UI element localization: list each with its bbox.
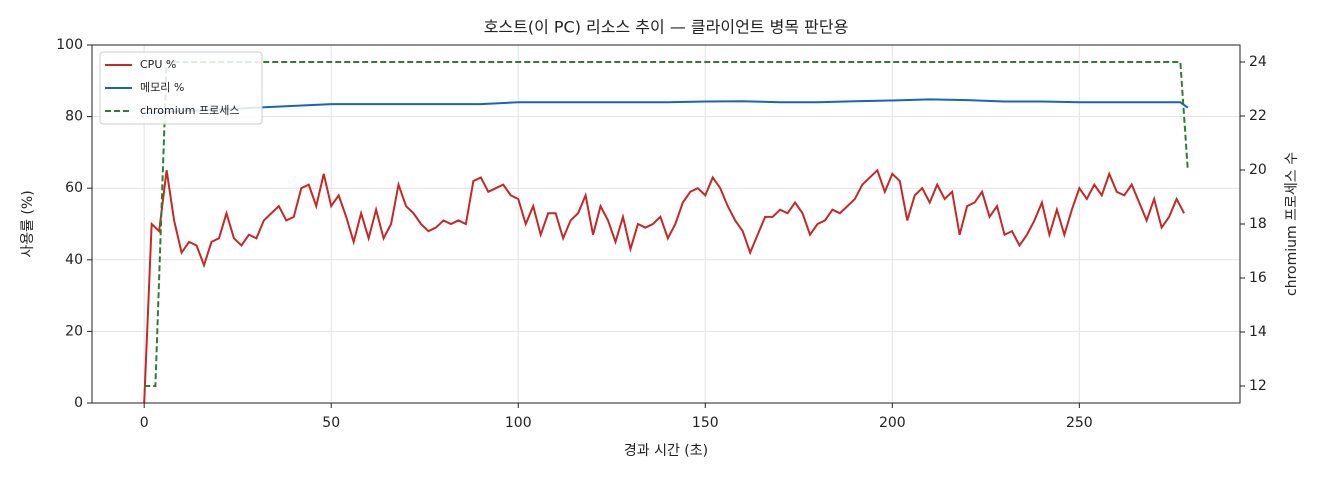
y-tick-label: 0	[74, 395, 83, 411]
x-tick-label: 100	[505, 415, 532, 431]
legend-label: CPU %	[140, 58, 176, 71]
series-line	[144, 98, 1189, 115]
y2-tick-label: 16	[1249, 270, 1267, 286]
y-tick-label: 80	[65, 109, 83, 125]
chart-title: 호스트(이 PC) 리소스 추이 — 클라이언트 병목 판단용	[484, 18, 849, 37]
y-axis-label: 사용률 (%)	[20, 190, 36, 257]
series-line	[144, 61, 1189, 387]
y2-tick-label: 14	[1249, 324, 1267, 340]
y-tick-label: 100	[56, 37, 83, 53]
y2-tick-label: 22	[1249, 108, 1267, 124]
y2-tick-label: 12	[1249, 378, 1267, 394]
legend-label: 메모리 %	[140, 81, 184, 94]
y2-axis-label: chromium 프로세스 수	[1284, 152, 1300, 296]
series-line	[143, 168, 1185, 404]
y-tick-label: 20	[65, 323, 83, 339]
legend-label: chromium 프로세스	[140, 104, 239, 117]
y2-tick-label: 20	[1249, 162, 1267, 178]
x-tick-label: 150	[692, 415, 719, 431]
x-tick-label: 200	[879, 415, 906, 431]
x-tick-label: 50	[322, 415, 340, 431]
plot-frame	[91, 44, 1241, 404]
x-axis-label: 경과 시간 (초)	[624, 443, 708, 459]
legend-box	[99, 51, 263, 125]
y-tick-label: 60	[65, 180, 83, 196]
y2-tick-label: 24	[1249, 54, 1267, 70]
x-tick-label: 0	[140, 415, 149, 431]
y2-tick-label: 18	[1249, 216, 1267, 232]
x-tick-label: 250	[1066, 415, 1093, 431]
y-tick-label: 40	[65, 252, 83, 268]
